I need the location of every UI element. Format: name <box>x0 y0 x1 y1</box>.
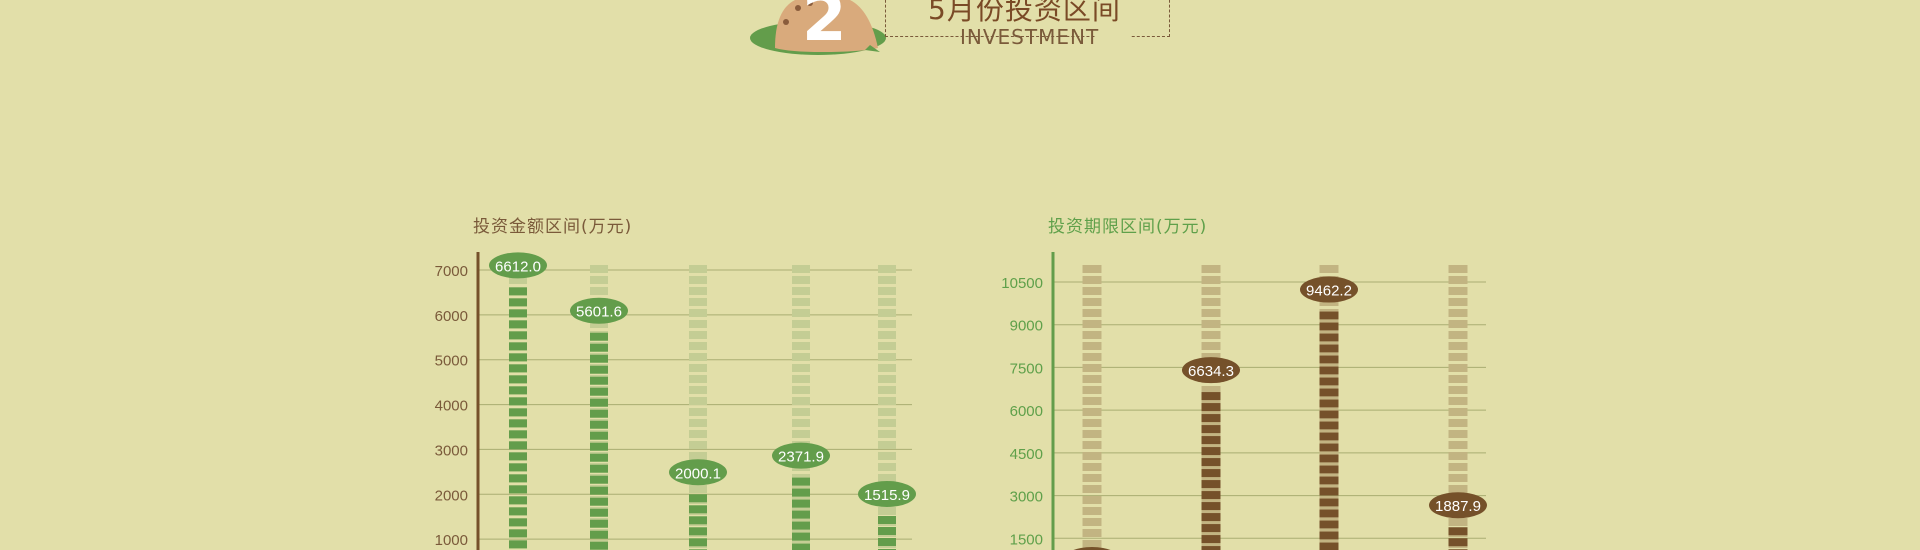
y-tick-label: 3000 <box>435 442 468 459</box>
data-label-bubble <box>772 442 830 469</box>
y-tick-label: 4500 <box>1010 446 1043 463</box>
bar <box>1319 311 1339 550</box>
bar <box>792 477 810 550</box>
data-label-bubble <box>1182 357 1240 384</box>
chart-2-title: 投资期限区间(万元) <box>1048 217 1208 237</box>
y-tick-label: 4000 <box>435 398 468 415</box>
bar-track <box>878 265 896 548</box>
y-tick-label: 1500 <box>1010 531 1043 548</box>
data-label-bubble <box>489 252 547 279</box>
bar <box>1201 392 1221 550</box>
data-label: 9462.2 <box>1306 283 1352 300</box>
header-subtitle: INVESTMENT <box>960 25 1100 49</box>
bar-track <box>1082 265 1102 548</box>
data-label: 5601.6 <box>576 304 622 321</box>
chart-1-title: 投资金额区间(万元) <box>473 217 633 237</box>
y-tick-label: 9000 <box>1010 318 1043 335</box>
data-label: 2000.1 <box>675 465 721 482</box>
y-tick-label: 1000 <box>435 532 468 549</box>
data-label: 2371.9 <box>778 449 824 466</box>
data-label: 1515.9 <box>864 487 910 504</box>
data-label-bubble <box>570 297 628 324</box>
data-label-bubble <box>1073 547 1111 550</box>
data-label: 6612.0 <box>495 258 541 275</box>
data-label: 1887.9 <box>1435 498 1481 515</box>
data-label-bubble <box>1300 276 1358 303</box>
y-tick-label: 10500 <box>1001 275 1043 292</box>
bar-track <box>1201 265 1221 548</box>
money-bag-icon <box>750 0 886 55</box>
data-label-bubble <box>858 481 916 508</box>
y-tick-label: 3000 <box>1010 489 1043 506</box>
data-label-bubble <box>669 459 727 486</box>
y-tick-label: 2000 <box>435 487 468 504</box>
bar <box>509 287 527 549</box>
y-tick-label: 6000 <box>435 308 468 325</box>
data-label: 6634.3 <box>1188 363 1234 380</box>
data-label-bubble <box>1429 492 1487 519</box>
header-frame <box>885 0 1170 37</box>
y-tick-label: 7500 <box>1010 360 1043 377</box>
y-tick-label: 5000 <box>435 353 468 370</box>
header-number: 2 <box>802 0 847 56</box>
y-tick-label: 6000 <box>1010 403 1043 420</box>
y-tick-label: 7000 <box>435 263 468 280</box>
header-title: 5月份投资区间 <box>928 0 1121 26</box>
bar <box>590 332 608 550</box>
